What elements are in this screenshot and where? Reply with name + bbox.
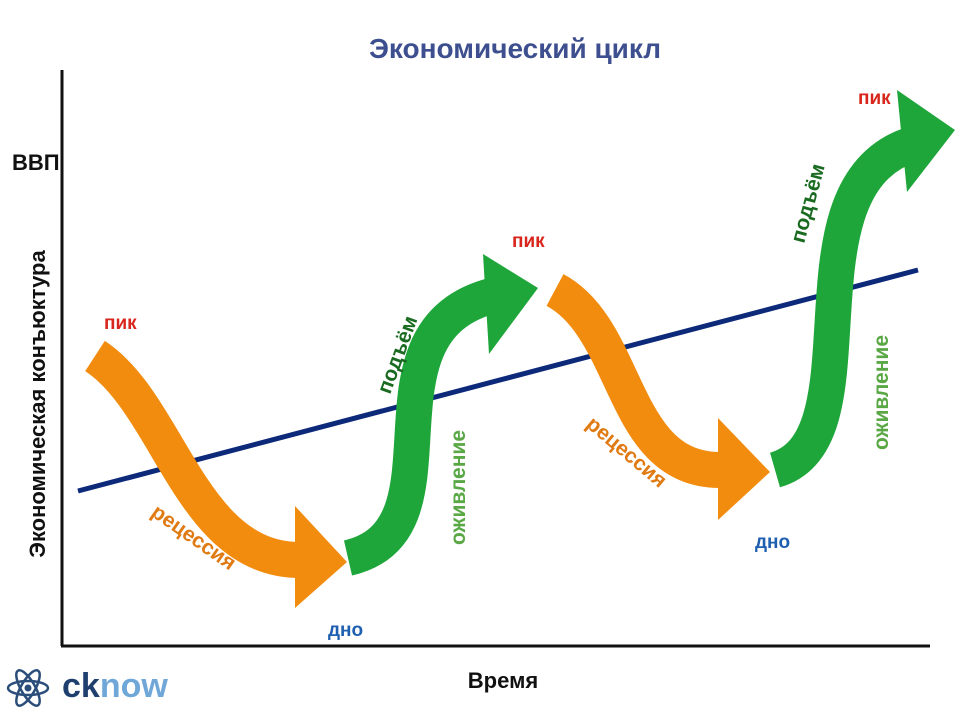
logo-text-part2: now — [100, 667, 169, 705]
recession-arrow-2 — [545, 274, 770, 520]
rise-arrow-1 — [342, 254, 538, 576]
revival-label-2: оживление — [870, 335, 893, 450]
trough-label-1: дно — [328, 620, 363, 641]
y-axis-top-label: ВВП — [12, 150, 60, 175]
y-axis-label: Экономическая конъюктура — [25, 250, 50, 558]
logo-text: cknow — [62, 667, 168, 705]
rise-label-2: подъём — [787, 161, 830, 245]
x-axis-label: Время — [468, 668, 538, 693]
logo-text-part1: ck — [62, 667, 100, 705]
atom-icon — [6, 669, 50, 707]
diagram-title: Экономический цикл — [369, 33, 661, 64]
revival-label-1: оживление — [447, 430, 470, 545]
peak-label-2: пик — [512, 231, 545, 252]
trough-label-2: дно — [755, 532, 790, 553]
rise-arrow-2 — [768, 90, 955, 488]
trend-line — [77, 267, 919, 494]
peak-label-3: пик — [858, 88, 891, 109]
peak-label-1: пик — [104, 313, 137, 334]
recession-arrow-1 — [84, 340, 347, 608]
